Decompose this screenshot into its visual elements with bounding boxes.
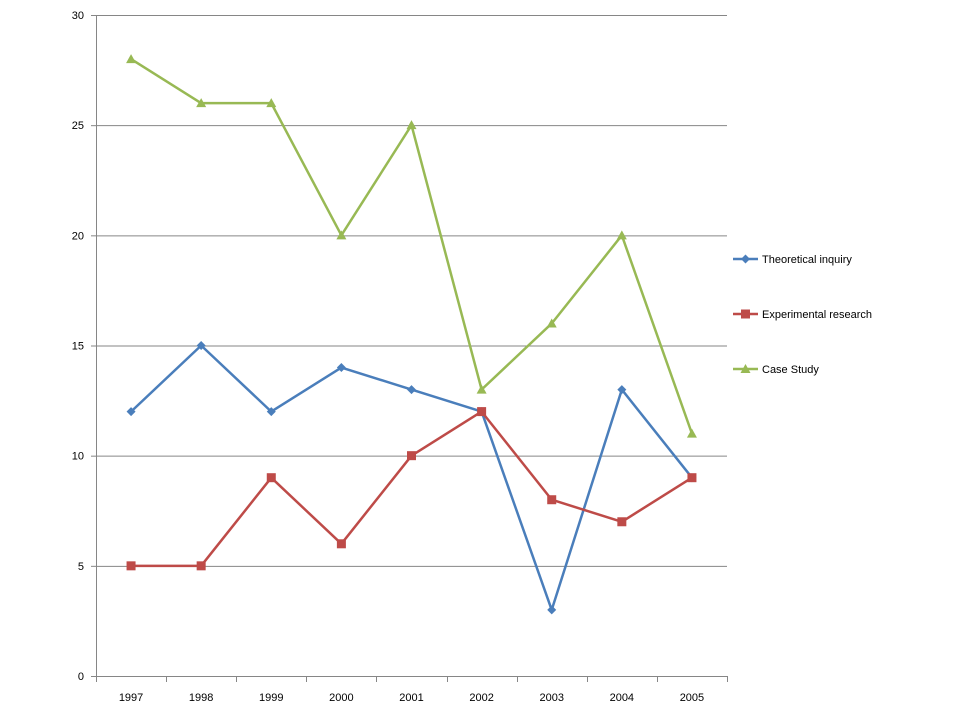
data-point-experimental-research-2002 <box>477 407 487 417</box>
x-tick-label-2000: 2000 <box>329 692 353 704</box>
series-experimental-research <box>126 407 697 571</box>
data-point-case-study-2002 <box>476 384 487 394</box>
y-axis-tick-labels: 0 5 10 15 20 25 30 <box>72 10 84 683</box>
data-point-experimental-research-1999 <box>266 473 276 483</box>
data-point-case-study-2004 <box>616 230 627 240</box>
data-point-case-study-2000 <box>336 230 347 240</box>
data-point-theoretical-inquiry-1997 <box>126 407 136 417</box>
data-point-theoretical-inquiry-1999 <box>266 407 276 417</box>
y-tick-label-5: 5 <box>78 561 84 573</box>
data-point-case-study-2001 <box>406 120 417 130</box>
y-tick-label-25: 25 <box>72 120 84 132</box>
data-point-theoretical-inquiry-2004 <box>617 385 627 395</box>
data-point-case-study-1998 <box>196 98 207 108</box>
y-tick-label-15: 15 <box>72 341 84 353</box>
data-point-case-study-1999 <box>266 98 277 108</box>
x-tick-label-2001: 2001 <box>399 692 423 704</box>
data-point-experimental-research-2000 <box>336 539 346 549</box>
x-tick-label-1998: 1998 <box>189 692 213 704</box>
x-tick-label-2003: 2003 <box>539 692 563 704</box>
legend-marker-experimental-research <box>741 309 750 319</box>
data-point-theoretical-inquiry-2001 <box>407 385 416 395</box>
series-line-case-study <box>129 57 694 435</box>
legend-entry-theoretical-inquiry: Theoretical inquiry <box>733 254 852 266</box>
legend-entry-experimental-research: Experimental research <box>733 309 872 321</box>
legend-label-case-study: Case Study <box>762 364 819 376</box>
y-tick-label-0: 0 <box>78 671 84 683</box>
legend: Theoretical inquiry Experimental research… <box>733 254 872 376</box>
data-point-case-study-2003 <box>546 318 557 328</box>
gridlines <box>96 15 727 567</box>
y-tick-label-20: 20 <box>72 230 84 242</box>
data-point-experimental-research-1998 <box>196 561 206 571</box>
x-tick-label-2002: 2002 <box>469 692 493 704</box>
x-tick-label-2004: 2004 <box>610 692 634 704</box>
legend-label-theoretical-inquiry: Theoretical inquiry <box>762 254 852 266</box>
series-theoretical-inquiry <box>126 341 697 615</box>
x-axis-tick-labels: 1997 1998 1999 2000 2001 2002 2003 2004 2005 <box>119 692 704 704</box>
data-point-experimental-research-2005 <box>687 473 697 483</box>
data-point-case-study-1997 <box>126 54 137 64</box>
legend-marker-theoretical-inquiry <box>741 254 750 264</box>
y-tick-label-10: 10 <box>72 451 84 463</box>
data-point-theoretical-inquiry-2003 <box>547 605 557 615</box>
x-tick-label-1997: 1997 <box>119 692 143 704</box>
y-tick-label-30: 30 <box>72 10 84 22</box>
x-tick-label-2005: 2005 <box>680 692 704 704</box>
data-point-theoretical-inquiry-1998 <box>196 341 206 350</box>
data-point-theoretical-inquiry-2000 <box>336 363 346 373</box>
series-lines <box>126 54 697 615</box>
legend-entry-case-study: Case Study <box>733 364 819 376</box>
legend-marker-case-study <box>740 364 751 373</box>
data-point-case-study-2005 <box>686 428 697 438</box>
legend-label-experimental-research: Experimental research <box>762 309 872 321</box>
data-point-experimental-research-2004 <box>617 517 627 527</box>
series-case-study <box>126 54 697 438</box>
x-tick-label-1999: 1999 <box>259 692 283 704</box>
axes <box>91 15 728 682</box>
data-point-experimental-research-2001 <box>407 451 416 461</box>
data-point-experimental-research-2003 <box>547 495 557 505</box>
data-point-experimental-research-1997 <box>126 561 136 571</box>
